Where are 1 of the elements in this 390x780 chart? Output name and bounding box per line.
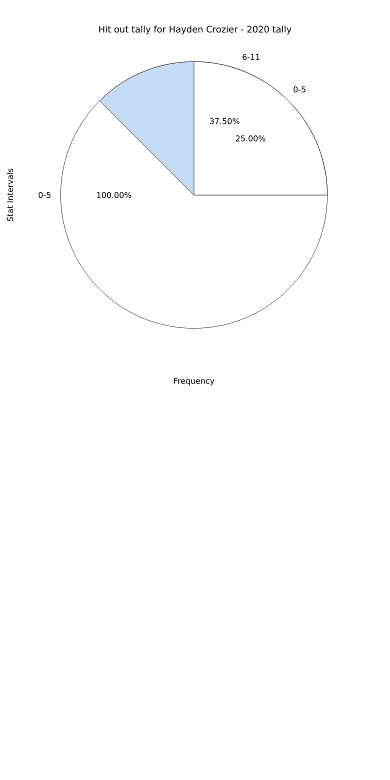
chart-title: Hit out tally for Hayden Crozier - 2020 tally <box>99 26 292 34</box>
